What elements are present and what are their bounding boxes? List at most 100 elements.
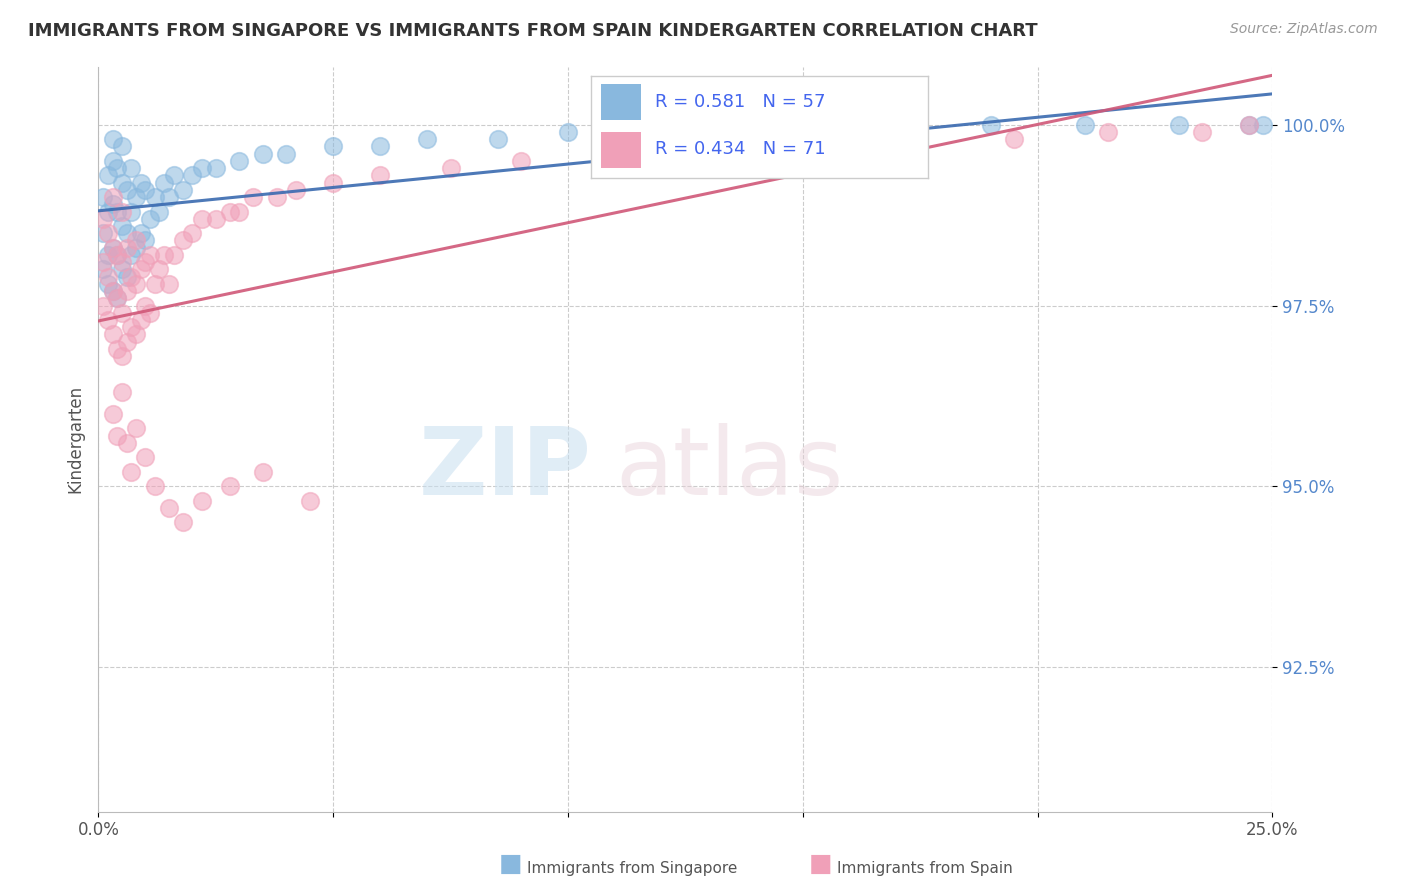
Point — [157, 501, 180, 516]
Point — [120, 204, 142, 219]
Point — [219, 204, 242, 219]
Point — [1097, 125, 1119, 139]
Y-axis label: Kindergarten: Kindergarten — [66, 385, 84, 493]
Point — [125, 277, 148, 291]
Point — [439, 161, 461, 175]
Point — [125, 241, 148, 255]
Point — [111, 255, 134, 269]
Point — [105, 204, 128, 219]
Point — [97, 277, 120, 291]
Point — [153, 248, 176, 262]
Point — [111, 262, 134, 277]
Point — [125, 327, 148, 342]
Point — [120, 320, 142, 334]
Point — [1191, 125, 1213, 139]
Point — [101, 407, 124, 421]
Text: ■: ■ — [499, 852, 523, 876]
Point — [91, 262, 114, 277]
Point — [91, 211, 114, 226]
Point — [111, 219, 134, 233]
Point — [980, 118, 1002, 132]
Point — [416, 132, 439, 146]
Point — [181, 226, 204, 240]
FancyBboxPatch shape — [600, 132, 641, 168]
Point — [266, 190, 288, 204]
Point — [97, 313, 120, 327]
Point — [139, 248, 162, 262]
Point — [205, 211, 228, 226]
Point — [97, 226, 120, 240]
Point — [190, 493, 212, 508]
Point — [101, 153, 124, 168]
Point — [1237, 118, 1260, 132]
Text: R = 0.581   N = 57: R = 0.581 N = 57 — [655, 93, 825, 111]
Point — [368, 139, 391, 153]
Point — [91, 299, 114, 313]
Point — [115, 284, 138, 298]
Point — [101, 241, 124, 255]
Point — [322, 176, 344, 190]
Point — [510, 153, 533, 168]
Point — [557, 125, 579, 139]
Point — [205, 161, 228, 175]
Point — [111, 139, 134, 153]
Point — [115, 241, 138, 255]
Point — [105, 248, 128, 262]
Point — [172, 234, 194, 248]
Point — [148, 262, 170, 277]
Point — [1237, 118, 1260, 132]
Point — [134, 299, 156, 313]
Text: IMMIGRANTS FROM SINGAPORE VS IMMIGRANTS FROM SPAIN KINDERGARTEN CORRELATION CHAR: IMMIGRANTS FROM SINGAPORE VS IMMIGRANTS … — [28, 22, 1038, 40]
Point — [162, 248, 184, 262]
Point — [120, 465, 142, 479]
Point — [1251, 118, 1274, 132]
Text: Immigrants from Spain: Immigrants from Spain — [837, 861, 1012, 876]
Point — [697, 146, 720, 161]
Point — [148, 204, 170, 219]
Point — [172, 516, 194, 530]
Point — [172, 183, 194, 197]
Point — [115, 183, 138, 197]
Point — [129, 226, 152, 240]
Point — [101, 241, 124, 255]
Point — [157, 277, 180, 291]
Point — [115, 269, 138, 284]
Point — [143, 277, 166, 291]
Point — [143, 190, 166, 204]
Point — [120, 161, 142, 175]
Point — [886, 132, 908, 146]
Point — [105, 428, 128, 442]
Point — [111, 204, 134, 219]
Text: Immigrants from Singapore: Immigrants from Singapore — [527, 861, 738, 876]
Point — [101, 132, 124, 146]
Point — [242, 190, 264, 204]
Point — [105, 291, 128, 305]
Point — [276, 146, 298, 161]
FancyBboxPatch shape — [600, 84, 641, 120]
Point — [105, 342, 128, 356]
Point — [322, 139, 344, 153]
Point — [792, 139, 814, 153]
Point — [153, 176, 176, 190]
Point — [134, 183, 156, 197]
Point — [101, 190, 124, 204]
Point — [101, 197, 124, 211]
Point — [368, 169, 391, 183]
Point — [1002, 132, 1025, 146]
Point — [284, 183, 307, 197]
Point — [1167, 118, 1189, 132]
Point — [1073, 118, 1095, 132]
Point — [91, 226, 114, 240]
Point — [129, 262, 152, 277]
Point — [134, 450, 156, 465]
Point — [97, 248, 120, 262]
Point — [190, 211, 212, 226]
Point — [101, 284, 124, 298]
Text: ■: ■ — [808, 852, 832, 876]
Point — [101, 284, 124, 298]
Point — [115, 334, 138, 349]
Point — [134, 234, 156, 248]
Text: R = 0.434   N = 71: R = 0.434 N = 71 — [655, 140, 825, 158]
Point — [111, 385, 134, 400]
Point — [139, 211, 162, 226]
